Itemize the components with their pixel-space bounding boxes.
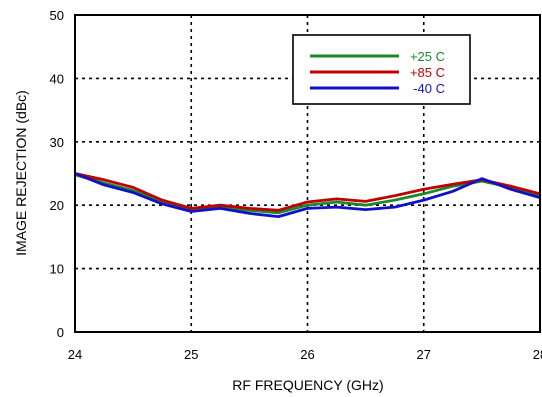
x-axis-label: RF FREQUENCY (GHz) [232, 377, 383, 393]
y-tick-label: 50 [50, 8, 64, 23]
tick-labels: 24 25 26 27 28 0 10 20 30 40 50 [50, 8, 542, 362]
plot-frame [74, 14, 541, 333]
y-tick-label: 30 [50, 135, 64, 150]
x-tick-label: 28 [533, 347, 542, 362]
x-tick-label: 24 [68, 347, 82, 362]
x-tick-label: 26 [300, 347, 314, 362]
series-lines [74, 172, 541, 219]
y-tick-label: 20 [50, 198, 64, 213]
series-line [74, 172, 541, 212]
legend-box [292, 34, 471, 105]
y-axis-label: IMAGE REJECTION (dBc) [13, 90, 29, 256]
series-line [74, 173, 541, 215]
series-line [74, 172, 541, 219]
legend-label: +85 C [410, 65, 445, 80]
x-tick-label: 25 [184, 347, 198, 362]
legend-label: +25 C [410, 49, 445, 64]
y-tick-label: 10 [50, 262, 64, 277]
legend: +25 C+85 C-40 C [292, 34, 471, 105]
legend-label: -40 C [413, 81, 445, 96]
y-tick-label: 40 [50, 71, 64, 86]
y-tick-label: 0 [57, 325, 64, 340]
x-tick-label: 27 [417, 347, 431, 362]
